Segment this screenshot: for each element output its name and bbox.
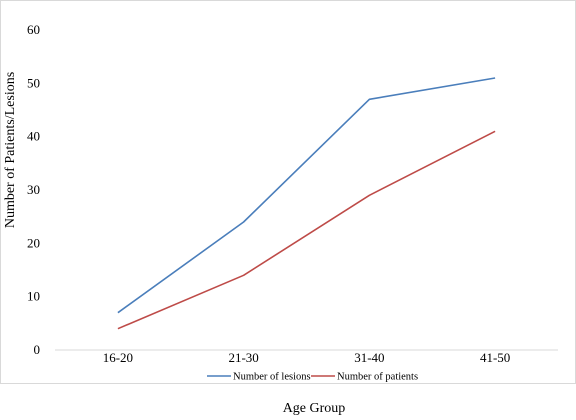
series-layer [117, 77, 496, 330]
series-line-lesions [117, 77, 496, 314]
y-tick-label: 40 [27, 129, 40, 144]
legend-label: Number of patients [337, 372, 418, 383]
y-tick-label: 20 [27, 235, 40, 250]
x-tick-label: 31-40 [354, 350, 384, 365]
y-axis-ticks: 0 10 20 30 40 50 60 [27, 22, 40, 357]
x-tick-label: 21-30 [228, 350, 258, 365]
x-axis-title: Age Group [283, 401, 346, 415]
x-tick-label: 41-50 [480, 350, 510, 365]
legend-label: Number of lesions [233, 372, 311, 383]
y-tick-label: 10 [27, 289, 40, 304]
y-tick-label: 0 [34, 342, 41, 357]
y-tick-label: 50 [27, 75, 40, 90]
legend: Number of lesions Number of patients [207, 372, 418, 383]
y-tick-label: 60 [27, 22, 40, 37]
x-axis-ticks: 16-20 21-30 31-40 41-50 [103, 350, 511, 365]
y-axis-title: Number of Patients/Lesions [3, 72, 18, 228]
x-tick-label: 16-20 [103, 350, 133, 365]
series-line-patients [117, 130, 496, 330]
y-tick-label: 30 [27, 182, 40, 197]
chart-border [0, 0, 576, 384]
